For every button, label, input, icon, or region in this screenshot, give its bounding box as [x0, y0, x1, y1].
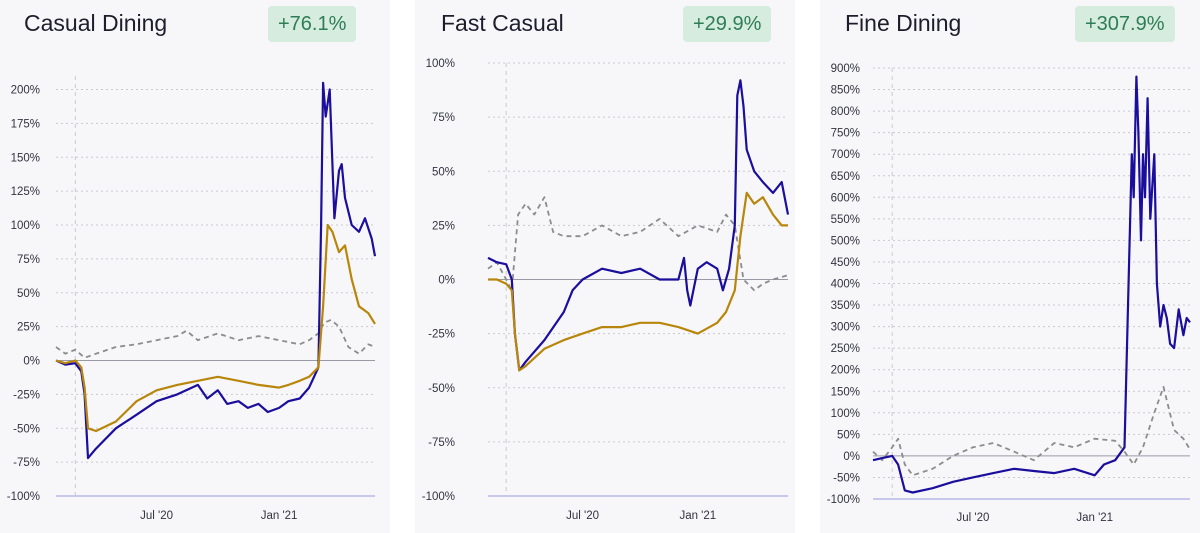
series-line-gray: [487, 196, 789, 292]
y-tick-label: -75%: [13, 457, 40, 469]
y-tick-label: -75%: [428, 437, 455, 449]
y-tick-label: 450%: [831, 257, 860, 269]
series-line-gold: [488, 191, 788, 372]
y-tick-label: 0%: [843, 451, 860, 463]
y-tick-label: 550%: [831, 214, 860, 226]
series-line-gold: [55, 223, 376, 433]
y-tick-label: 50%: [837, 429, 860, 441]
y-tick-label: -100%: [7, 491, 40, 503]
x-tick-label: Jul '20: [566, 510, 599, 522]
y-tick-label: 650%: [831, 171, 860, 183]
x-tick-label: Jan '21: [679, 510, 716, 522]
y-tick-label: 100%: [426, 58, 455, 70]
y-tick-label: 100%: [831, 408, 860, 420]
y-tick-label: 200%: [11, 85, 40, 97]
x-tick-label: Jan '21: [261, 510, 298, 522]
y-tick-label: 500%: [831, 235, 860, 247]
y-tick-label: -100%: [827, 494, 860, 506]
y-tick-label: 25%: [432, 220, 455, 232]
y-tick-label: 850%: [831, 85, 860, 97]
panel-title: Casual Dining: [24, 10, 168, 36]
y-tick-label: 75%: [17, 254, 40, 266]
y-tick-label: -50%: [833, 472, 860, 484]
y-tick-label: 700%: [831, 149, 860, 161]
x-tick-label: Jan '21: [1076, 512, 1113, 524]
y-tick-label: 600%: [831, 192, 860, 204]
y-tick-label: 900%: [831, 63, 860, 75]
fine-dining-panel: Fine Dining +307.9% 900% 850% 800% 750% 700%…: [820, 0, 1200, 533]
fast-casual-panel: Fast Casual +29.9% 100% 75% 50% 25% 0% -25% -5…: [415, 0, 795, 533]
y-tick-label: 0%: [438, 275, 455, 287]
y-tick-label: 125%: [11, 186, 40, 198]
y-tick-label: -100%: [422, 491, 455, 503]
y-tick-label: 300%: [831, 322, 860, 334]
series-line-blue: [55, 81, 377, 460]
series-line-blue: [872, 75, 1191, 494]
y-tick-label: -50%: [428, 383, 455, 395]
casual-dining-chart: 200% 175% 150% 125% 100% 75% 50% 25% 0% -25% -50% -…: [7, 76, 377, 522]
y-tick-label: 0%: [23, 356, 40, 368]
y-tick-label: 400%: [831, 279, 860, 291]
y-tick-label: 150%: [831, 386, 860, 398]
y-tick-label: 75%: [432, 112, 455, 124]
y-tick-label: -25%: [13, 389, 40, 401]
change-badge: +307.9%: [1075, 6, 1175, 42]
series-line-gray: [55, 318, 376, 359]
y-tick-label: 250%: [831, 343, 860, 355]
y-tick-label: 50%: [17, 288, 40, 300]
y-tick-label: 750%: [831, 128, 860, 140]
y-tick-label: 175%: [11, 118, 40, 130]
y-tick-label: 800%: [831, 106, 860, 118]
x-tick-label: Jul '20: [140, 510, 173, 522]
y-tick-label: 200%: [831, 365, 860, 377]
series-line-blue: [487, 79, 790, 372]
y-tick-label: -50%: [13, 423, 40, 435]
panel-title: Fast Casual: [441, 10, 564, 36]
change-badge: +76.1%: [268, 6, 357, 42]
panel-title: Fine Dining: [845, 10, 962, 36]
fine-dining-chart: 900% 850% 800% 750% 700% 650% 600% 550% 500% 450%…: [827, 63, 1191, 524]
fast-casual-chart: 100% 75% 50% 25% 0% -25% -50% -75% -100% Jul '20 J…: [422, 58, 790, 522]
y-tick-label: -25%: [428, 329, 455, 341]
x-tick-label: Jul '20: [956, 512, 989, 524]
series-line-gray: [872, 385, 1191, 477]
y-tick-label: 100%: [11, 220, 40, 232]
y-tick-label: 50%: [432, 166, 455, 178]
y-tick-label: 150%: [11, 152, 40, 164]
y-tick-label: 350%: [831, 300, 860, 312]
y-tick-label: 25%: [17, 322, 40, 334]
change-badge: +29.9%: [683, 6, 772, 42]
casual-dining-panel: Casual Dining +76.1% 200% 175% 150% 125% 100…: [0, 0, 390, 533]
